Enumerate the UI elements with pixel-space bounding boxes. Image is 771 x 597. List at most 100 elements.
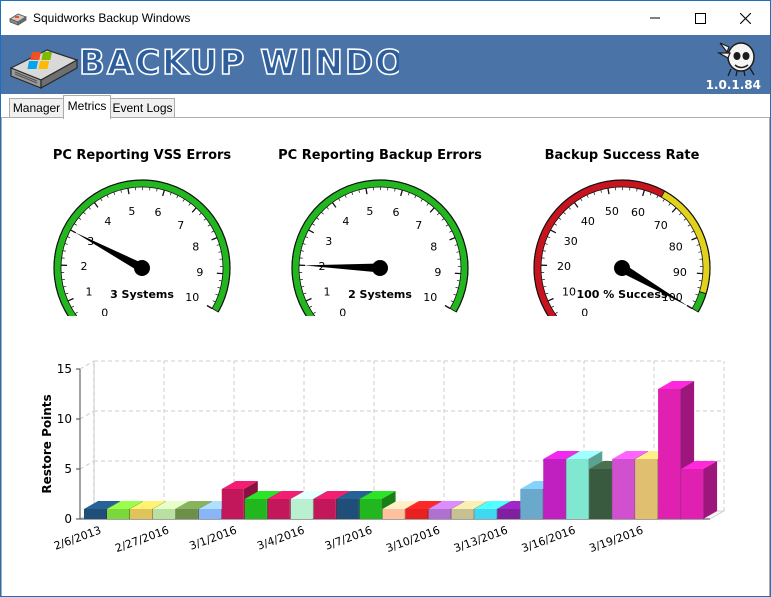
tab-manager[interactable]: Manager	[9, 98, 64, 118]
gauge-minor-tick	[683, 218, 687, 221]
gauge-minor-tick	[198, 212, 202, 216]
gauge-minor-tick	[426, 202, 429, 206]
gauge-minor-tick	[303, 292, 307, 295]
y-tick-label: 5	[64, 462, 72, 476]
close-button[interactable]	[722, 1, 768, 35]
gauge-major-tick	[70, 229, 77, 234]
gauge-minor-tick	[63, 286, 67, 288]
gauge-major-tick	[671, 207, 677, 213]
squid-mascot-icon	[717, 42, 755, 77]
gauge-minor-tick	[568, 206, 571, 210]
gauge-needle	[74, 232, 145, 272]
gauge-minor-tick	[586, 194, 589, 198]
gauge-tick-label: 6	[392, 206, 399, 219]
close-icon	[739, 12, 751, 24]
gauge-minor-tick	[455, 287, 459, 289]
gauge-major-tick	[642, 189, 645, 197]
gauge-tick-label: 7	[177, 219, 184, 232]
gauge-minor-tick	[436, 212, 440, 216]
gauge-minor-tick	[563, 211, 566, 215]
x-tick-label: 3/16/2016	[520, 524, 577, 556]
gauge-tick-label: 1	[86, 286, 93, 299]
gauge-minor-tick	[83, 211, 86, 215]
gauge-minor-tick	[691, 230, 695, 233]
gauge-minor-tick	[407, 192, 410, 196]
svg-text:BACKUP WINDOWS: BACKUP WINDOWS	[79, 43, 399, 83]
banner-title: BACKUP WINDOWS	[79, 42, 399, 84]
y-axis-label: Restore Points	[40, 394, 54, 493]
gauge-minor-tick	[456, 251, 460, 253]
gauge-major-tick	[691, 237, 698, 241]
gauge-band-green	[691, 291, 707, 313]
vss-errors-gauge: 0123456789103 Systems	[53, 179, 231, 316]
gauge-minor-tick	[100, 198, 103, 202]
gauge-minor-tick	[678, 212, 682, 216]
maximize-button[interactable]	[677, 1, 723, 35]
x-tick-label: 3/7/2016	[323, 524, 374, 553]
gauge-hub	[134, 260, 150, 276]
x-tick-label: 3/19/2016	[588, 524, 645, 556]
gauge-center-label: 2 Systems	[348, 288, 412, 301]
app-banner: BACKUP WINDOWS 1.0.1.84	[1, 35, 770, 94]
tab-event-logs[interactable]: Event Logs	[110, 98, 175, 118]
gauge-minor-tick	[450, 300, 454, 303]
gauge-tick-label: 80	[669, 240, 683, 253]
minimize-icon	[650, 17, 660, 19]
gauge-minor-tick	[698, 251, 702, 253]
gauge-minor-tick	[65, 292, 69, 295]
gauge-minor-tick	[212, 300, 216, 303]
gauge-tick-label: 90	[673, 266, 687, 279]
maximize-icon	[694, 12, 706, 24]
gauge-major-tick	[305, 297, 312, 302]
gauge-minor-tick	[169, 192, 172, 196]
gauge-minor-tick	[300, 250, 304, 252]
gauge-tick-label: 0	[339, 306, 346, 316]
gauge-minor-tick	[215, 293, 219, 296]
gauge-minor-tick	[78, 217, 82, 220]
gauge-major-tick	[211, 237, 218, 241]
minimize-button[interactable]	[632, 1, 678, 35]
gauge-tick-label: 10	[185, 291, 199, 304]
gauge-minor-tick	[218, 251, 222, 253]
gauge-major-tick	[162, 189, 165, 197]
app-icon	[9, 13, 27, 26]
gauge-tick-label: 10	[423, 291, 437, 304]
x-tick-label: 2/27/2016	[113, 524, 170, 556]
gauge-minor-tick	[453, 293, 457, 296]
gauge-major-tick	[444, 304, 451, 310]
gauge-major-tick	[573, 202, 579, 208]
gauge-major-tick	[449, 237, 456, 241]
gauge-minor-tick	[88, 206, 91, 210]
gauge-tick-label: 0	[581, 306, 588, 316]
gauge-minor-tick	[547, 236, 551, 239]
gauge-minor-tick	[106, 194, 109, 198]
tab-metrics[interactable]: Metrics	[63, 95, 111, 119]
gauge-minor-tick	[351, 191, 354, 196]
gauge-minor-tick	[120, 189, 122, 193]
gauge-minor-tick	[326, 206, 329, 210]
gauge-minor-tick	[312, 311, 316, 315]
gauge-minor-tick	[414, 195, 417, 199]
gauge-major-tick	[365, 188, 368, 195]
gauge-minor-tick	[593, 191, 596, 196]
title-bar[interactable]: Squidworks Backup Windows	[1, 1, 770, 35]
gauge-minor-tick	[176, 195, 179, 199]
hard-drive-logo-icon	[9, 49, 79, 90]
gauge-minor-tick	[344, 194, 347, 198]
gauge-minor-tick	[217, 287, 221, 289]
gauge-minor-tick	[309, 305, 313, 308]
gauge-major-tick	[331, 202, 337, 208]
gauge-minor-tick	[316, 217, 320, 220]
gauge-tick-label: 0	[101, 306, 108, 316]
gauge-minor-tick	[454, 244, 458, 246]
gauge-minor-tick	[420, 198, 423, 202]
version-label: 1.0.1.84	[705, 78, 761, 92]
chart-bar	[681, 461, 718, 519]
gauge-major-tick	[400, 189, 403, 197]
gauge-minor-tick	[312, 223, 315, 226]
gauge-minor-tick	[188, 202, 191, 206]
x-tick-label: 3/1/2016	[188, 524, 239, 553]
gauge-minor-tick	[656, 195, 659, 199]
gauge-tick-label: 4	[342, 215, 349, 228]
